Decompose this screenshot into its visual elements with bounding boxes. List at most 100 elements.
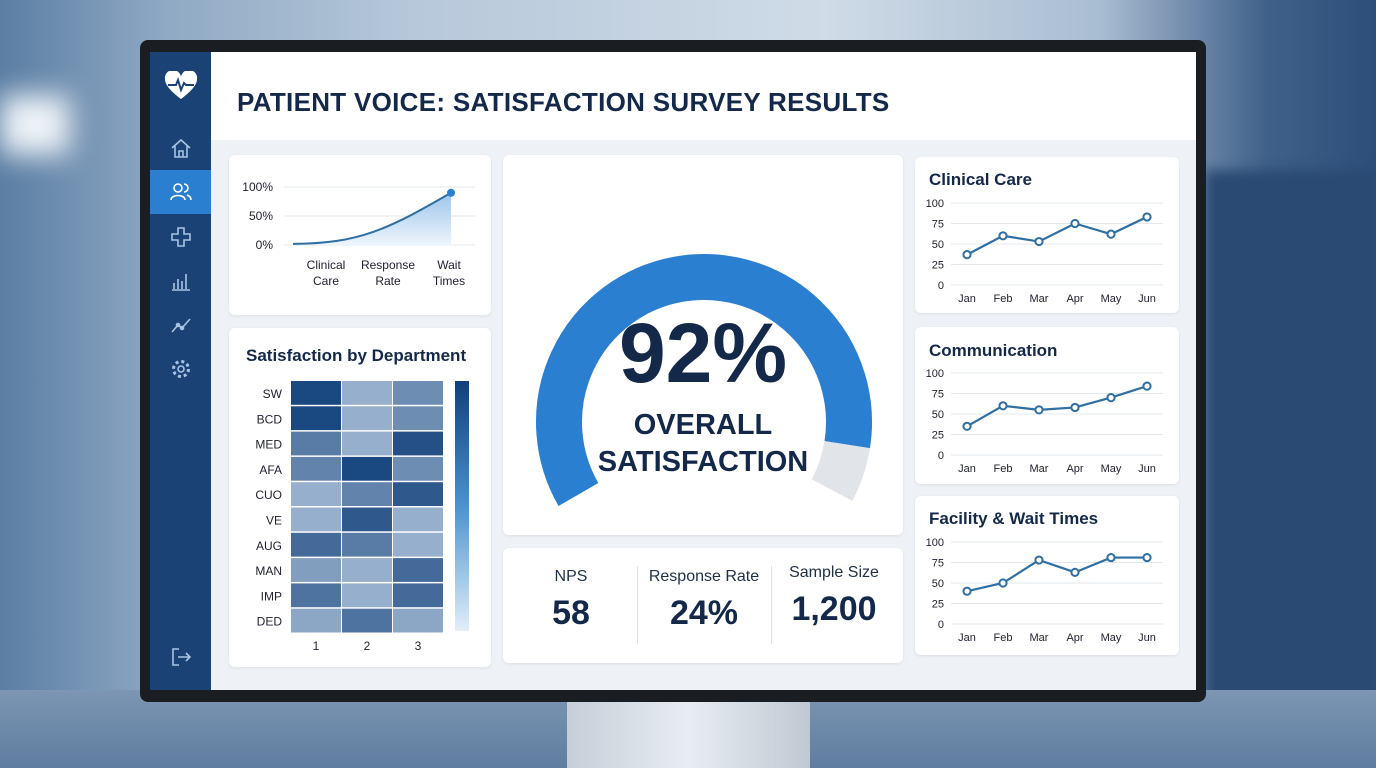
data-point (1034, 405, 1044, 415)
heart-pulse-icon[interactable] (150, 64, 211, 108)
trend-icon[interactable] (150, 303, 211, 347)
row-label: BCD (257, 412, 283, 426)
row-label: AUG (256, 539, 282, 553)
stat-nps: NPS 58 (503, 548, 639, 663)
heatmap-cell (342, 456, 392, 481)
heatmap: SW BCD MED AFA CUO VE AUG MAN IMP DED 1 2 3 (255, 381, 469, 653)
stat-value: 58 (552, 594, 590, 632)
x-tick-label: Mar (1030, 293, 1049, 305)
y-tick-label: 50 (932, 409, 944, 421)
heatmap-cell (393, 583, 443, 608)
stats-card: NPS 58 Response Rate 24% Sample Size 1,200 (503, 548, 903, 663)
row-label: IMP (261, 589, 282, 603)
x-tick-label: May (1101, 293, 1122, 305)
y-tick-label: 0% (256, 238, 274, 252)
x-tick-label: Times (433, 274, 465, 288)
page-title: PATIENT VOICE: SATISFACTION SURVEY RESUL… (237, 87, 890, 117)
y-tick-label: 50 (932, 578, 944, 590)
data-point (998, 231, 1008, 241)
y-tick-label: 50% (249, 209, 273, 223)
stat-value: 1,200 (791, 590, 877, 628)
data-point (998, 401, 1008, 411)
series-line (966, 385, 1148, 428)
monitor-stand (567, 695, 810, 768)
communication-chart: 100 75 50 25 0 Jan Feb Mar Apr May Jun (926, 368, 1163, 475)
heatmap-cell (291, 456, 341, 481)
x-tick-label: Clinical (307, 258, 346, 272)
y-tick-label: 0 (938, 619, 944, 631)
y-tick-label: 25 (932, 430, 944, 442)
y-tick-label: 50 (932, 239, 944, 251)
divider (771, 566, 772, 644)
heatmap-card: Satisfaction by Department SW BCD MED AFA CU… (229, 328, 491, 667)
stat-response-rate: Response Rate 24% (637, 548, 771, 663)
heatmap-cell (342, 532, 392, 557)
divider (637, 566, 638, 644)
heatmap-cell (393, 456, 443, 481)
heatmap-cell (393, 558, 443, 582)
stat-value: 24% (669, 594, 739, 632)
row-label: MED (255, 438, 282, 452)
background-server (1205, 170, 1376, 768)
users-icon[interactable] (150, 170, 211, 214)
y-tick-label: 100% (242, 180, 273, 194)
dashboard-screen: PATIENT VOICE: SATISFACTION SURVEY RESUL… (150, 52, 1196, 690)
row-label: DED (257, 615, 283, 629)
stat-label: Sample Size (789, 564, 879, 581)
series-line (966, 215, 1148, 256)
x-tick-label: Jan (958, 632, 976, 644)
heatmap-cell (393, 431, 443, 456)
y-tick-label: 25 (932, 599, 944, 611)
heatmap-cell (393, 532, 443, 557)
data-point (1106, 552, 1116, 563)
heatmap-cell (393, 507, 443, 532)
facility-wait-chart: 100 75 50 25 0 Jan Feb Mar Apr May Jun (926, 537, 1163, 644)
data-point (1034, 555, 1044, 565)
heatmap-title: Satisfaction by Department (246, 346, 467, 365)
y-tick-label: 100 (926, 537, 944, 549)
heatmap-cell (291, 381, 341, 405)
heatmap-cell (342, 482, 392, 506)
data-point (1142, 212, 1152, 222)
chart-title: Facility & Wait Times (929, 509, 1099, 528)
x-tick-label: Wait (437, 258, 461, 272)
x-tick-label: Apr (1066, 632, 1083, 644)
gear-icon[interactable] (150, 347, 211, 391)
medical-cross-icon[interactable] (150, 215, 211, 259)
heatmap-cell (393, 381, 443, 405)
summary-chart: 100% 50% 0% Clinical Care Response Rate Wait Tim… (242, 180, 475, 288)
data-point (962, 421, 972, 431)
heatmap-cell (291, 532, 341, 557)
heatmap-cell (342, 507, 392, 532)
bar-chart-icon[interactable] (150, 259, 211, 303)
gauge-fill (536, 254, 872, 506)
data-point (447, 188, 455, 197)
data-point (1106, 393, 1116, 403)
heatmap-cell (291, 608, 341, 633)
data-point (998, 578, 1008, 588)
home-icon[interactable] (150, 126, 211, 170)
summary-chart-card: 100% 50% 0% Clinical Care Response Rate Wait Tim… (229, 155, 491, 315)
heatmap-cell (291, 583, 341, 608)
gauge-card: 92% OVERALL SATISFACTION (503, 155, 903, 535)
area-fill (293, 192, 451, 245)
color-legend (455, 381, 469, 631)
heatmap-cell (393, 406, 443, 431)
x-tick-label: Apr (1066, 463, 1083, 475)
logout-icon[interactable] (150, 635, 211, 679)
col-label: 2 (364, 639, 371, 653)
y-tick-label: 75 (932, 389, 944, 401)
row-label: MAN (255, 564, 282, 578)
gauge-label-line2: SATISFACTION (597, 446, 809, 478)
heatmap-cell (342, 406, 392, 431)
row-label: CUO (255, 488, 282, 502)
heatmap-cell (342, 431, 392, 456)
x-tick-label: Feb (994, 632, 1013, 644)
x-tick-label: Response (361, 258, 415, 272)
heatmap-cell (291, 507, 341, 532)
stat-sample-size: Sample Size 1,200 (765, 548, 903, 663)
data-point (1034, 236, 1044, 247)
col-label: 3 (415, 639, 422, 653)
data-point (1070, 567, 1080, 577)
gauge-label-line1: OVERALL (633, 409, 773, 441)
